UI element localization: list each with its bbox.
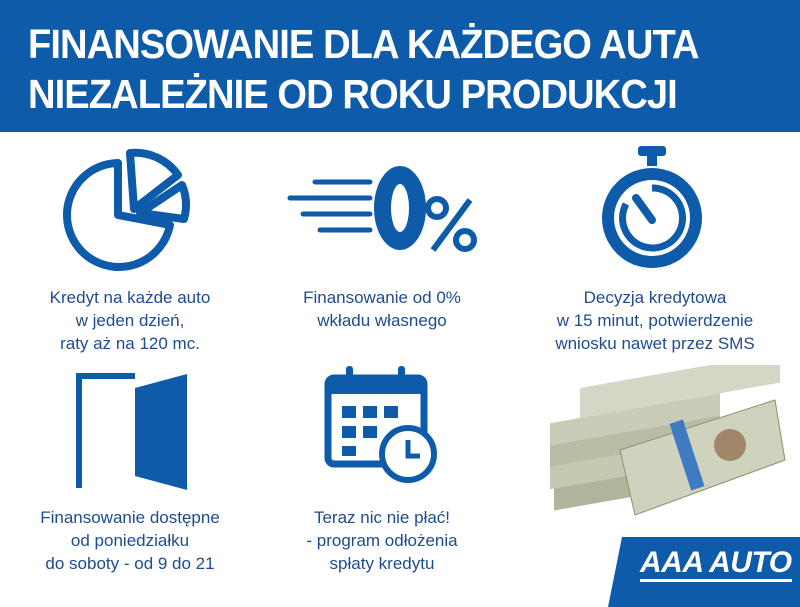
feature-2-caption: Finansowanie od 0% wkładu własnego — [252, 286, 512, 332]
stopwatch-icon — [602, 146, 702, 268]
caption-line: w 15 minut, potwierdzenie — [556, 311, 754, 330]
brand-logo: AAA AUTO — [640, 547, 792, 582]
caption-line: od poniedziałku — [70, 531, 190, 550]
headline-line-1: FINANSOWANIE DLA KAŻDEGO AUTA — [28, 21, 700, 67]
caption-line: w jeden dzień, — [75, 311, 185, 330]
feature-5-caption: Teraz nic nie płać! - program odłożenia sp… — [252, 506, 512, 575]
feature-3-caption: Decyzja kredytowa w 15 minut, potwierdzen… — [520, 286, 790, 355]
caption-line: Finansowanie dostępne — [40, 508, 220, 527]
caption-line: do soboty - od 9 do 21 — [45, 554, 215, 573]
pie-chart-icon — [63, 148, 190, 271]
calendar-clock-icon — [324, 366, 437, 483]
caption-line: Finansowanie od 0% — [303, 288, 461, 307]
caption-line: wniosku nawet przez SMS — [555, 334, 755, 353]
money-stack-image — [550, 365, 786, 516]
caption-line: Decyzja kredytowa — [583, 288, 727, 307]
headline-line-2: NIEZALEŻNIE OD ROKU PRODUKCJI — [28, 71, 678, 117]
door-icon — [76, 373, 187, 490]
logo-banner — [608, 537, 800, 607]
caption-line: - program odłożenia — [306, 531, 458, 550]
feature-4-caption: Finansowanie dostępne od poniedziałku do s… — [0, 506, 260, 575]
feature-1-caption: Kredyt na każde auto w jeden dzień, raty a… — [0, 286, 260, 355]
caption-line: Teraz nic nie płać! — [313, 508, 451, 527]
caption-line: wkładu własnego — [317, 311, 447, 330]
caption-line: raty aż na 120 mc. — [60, 334, 200, 353]
header-banner — [0, 0, 800, 132]
caption-line: spłaty kredytu — [329, 554, 435, 573]
zero-percent-icon — [287, 166, 477, 252]
caption-line: Kredyt na każde auto — [49, 288, 211, 307]
